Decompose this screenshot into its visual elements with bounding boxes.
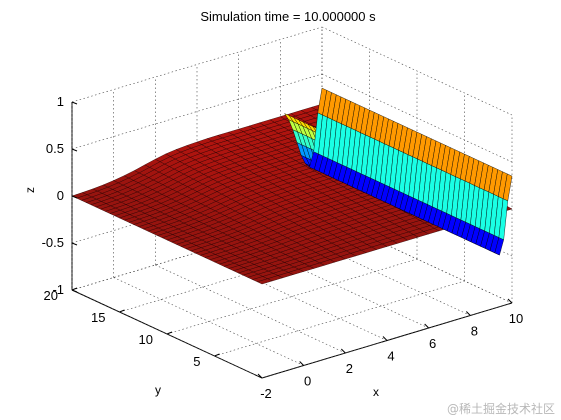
z-tick-label: -0.5: [42, 235, 64, 250]
surface-mesh: [71, 87, 513, 285]
x-tick-label: 0: [304, 374, 311, 389]
x-tick-label: 2: [346, 361, 353, 376]
watermark: @稀土掘金技术社区: [446, 402, 555, 416]
chart-title: Simulation time = 10.000000 s: [200, 9, 376, 24]
y-tick-label: 20: [44, 288, 58, 303]
x-tick-label: 6: [429, 336, 436, 351]
y-tick-label: 15: [91, 310, 105, 325]
z-tick-label: 1: [57, 94, 64, 109]
y-tick-label: 10: [139, 332, 153, 347]
y-axis-label: y: [155, 383, 161, 397]
x-tick-label: 4: [387, 349, 394, 364]
wave-patch: [502, 173, 513, 202]
x-axis-ticks: -2 0 2 4 6 8 10: [257, 298, 523, 401]
x-axis-label: x: [373, 385, 379, 399]
x-tick-label: 10: [509, 311, 523, 326]
z-tick-label: 0: [57, 188, 64, 203]
y-axis-ticks: 5 10 15 20: [44, 287, 220, 369]
x-tick-label: -2: [260, 386, 272, 401]
z-axis-ticks: -1 -0.5 0 0.5 1: [42, 94, 78, 297]
x-tick-label: 8: [471, 324, 478, 339]
z-tick-label: 0.5: [46, 141, 64, 156]
z-axis-label: z: [23, 187, 37, 193]
y-tick-label: 5: [193, 354, 200, 369]
z-tick-label: -1: [52, 282, 64, 297]
